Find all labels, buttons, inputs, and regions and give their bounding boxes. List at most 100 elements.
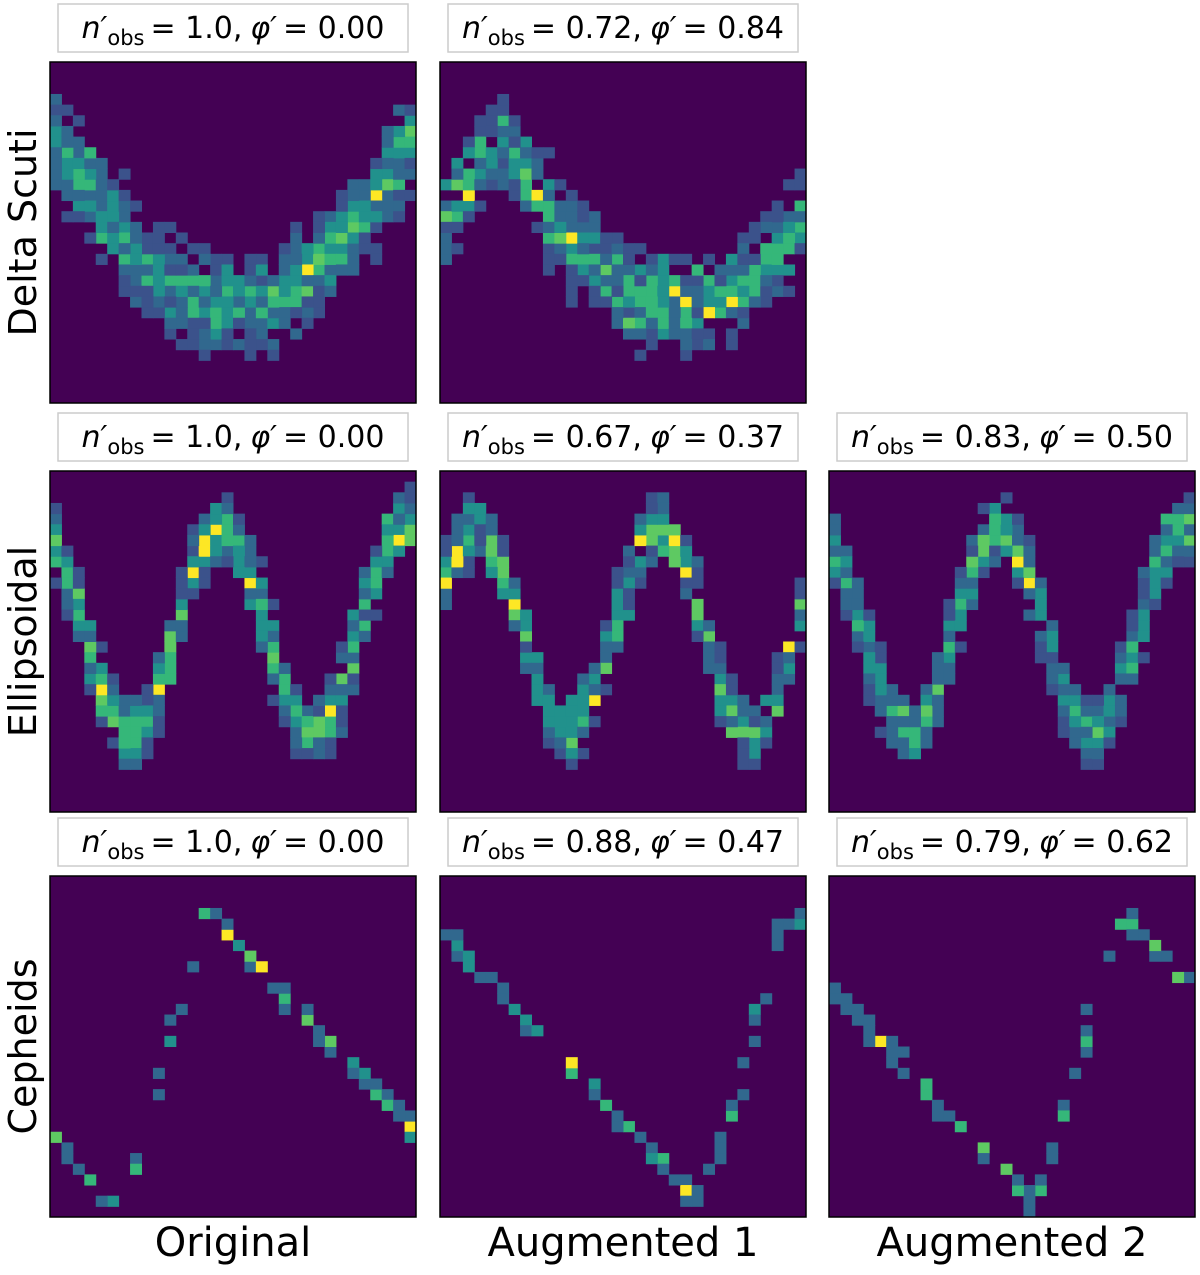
heatmap-cell [187, 264, 200, 276]
title-n: n′ [82, 11, 108, 46]
heatmap-cell [335, 211, 348, 223]
heatmap-cell [943, 609, 956, 621]
heatmap-cell [554, 737, 567, 749]
heatmap-cell [737, 253, 750, 265]
heatmap-cell [381, 168, 394, 180]
heatmap-cell [118, 285, 131, 297]
heatmap-cell [623, 556, 635, 568]
heatmap-cell [531, 168, 544, 180]
heatmap-cell [187, 556, 200, 568]
heatmap-cell [771, 918, 784, 930]
heatmap-cell [313, 748, 325, 760]
heatmap-cell [152, 243, 165, 255]
heatmap-cell [1137, 620, 1150, 632]
heatmap-cell [175, 253, 188, 265]
heatmap-cell [531, 157, 544, 170]
heatmap-cell [72, 620, 85, 632]
heatmap-cell [462, 524, 475, 536]
heatmap-cell [267, 652, 280, 664]
heatmap-cell [313, 253, 325, 265]
heatmap-cell [909, 716, 921, 728]
panel-title: n′obs = 1.0, φ′ = 0.00 [82, 420, 385, 459]
heatmap-cell [462, 566, 475, 579]
heatmap-cell [691, 328, 704, 340]
heatmap-cell [72, 200, 85, 212]
heatmap-cell [301, 307, 314, 319]
heatmap-cell [931, 1110, 944, 1122]
heatmap-cell [565, 264, 578, 276]
heatmap-cell [954, 609, 967, 621]
heatmap-cell [737, 296, 750, 308]
heatmap-cell [485, 115, 498, 127]
heatmap-cell [244, 598, 257, 611]
heatmap-cell [874, 641, 887, 653]
heatmap-cell [680, 534, 693, 547]
heatmap-cell [668, 307, 681, 319]
heatmap-cell [118, 221, 131, 233]
heatmap-cell [462, 492, 475, 504]
heatmap-cell [290, 684, 303, 696]
heatmap-cell [381, 566, 394, 579]
title-phi-value: = 0.00 [283, 420, 384, 455]
heatmap-cell [1103, 737, 1116, 749]
heatmap-cell [497, 566, 510, 579]
heatmap-cell [863, 609, 876, 621]
heatmap-cell [95, 253, 108, 265]
heatmap-cell [370, 221, 383, 233]
heatmap-cell [290, 253, 303, 265]
heatmap-cell [760, 694, 773, 706]
heatmap-cell [233, 339, 245, 351]
heatmap-cell [451, 243, 464, 255]
heatmap-cell [783, 211, 796, 223]
heatmap-cell [657, 524, 670, 536]
title-box [447, 3, 799, 53]
heatmap-cell [347, 243, 360, 255]
heatmap-cell [600, 641, 613, 653]
heatmap-cell [233, 307, 245, 319]
heatmap-cell [72, 211, 85, 223]
heatmap-cell [84, 232, 97, 244]
heatmap-cell [72, 179, 85, 191]
heatmap-cell [748, 737, 761, 749]
heatmap-cell [634, 556, 647, 568]
heatmap-cell [370, 1089, 383, 1101]
heatmap-cell [358, 211, 371, 223]
heatmap-cell [1137, 630, 1150, 642]
heatmap-cell [1034, 577, 1047, 589]
heatmap-cell [370, 556, 383, 568]
heatmap-cell [1160, 566, 1173, 579]
title-phi: φ′ [650, 825, 677, 860]
title-sub: obs [107, 840, 144, 864]
heatmap-cell [725, 253, 738, 265]
heatmap-cell [851, 1003, 864, 1016]
heatmap-cell [737, 1057, 750, 1069]
heatmap-cell [164, 652, 177, 664]
heatmap-cell [485, 545, 498, 557]
heatmap-cell [623, 577, 635, 589]
heatmap-cell [542, 147, 555, 159]
heatmap-cell [358, 243, 371, 255]
heatmap-cell [50, 157, 62, 170]
heatmap-cell [210, 264, 223, 276]
heatmap-cell [554, 253, 567, 265]
title-box [836, 817, 1188, 867]
heatmap-cell [1057, 673, 1070, 685]
heatmap-cell [130, 275, 142, 287]
heatmap-cell [691, 275, 704, 287]
heatmap-cell [462, 200, 475, 212]
heatmap-cell [508, 620, 521, 632]
heatmap-cell [152, 285, 165, 297]
heatmap-cell [198, 296, 211, 308]
heatmap-cell [118, 211, 131, 223]
heatmap-cell [1103, 705, 1116, 717]
heatmap-cell [1160, 950, 1173, 962]
heatmap-cell [909, 726, 921, 738]
heatmap-cell [542, 684, 555, 696]
heatmap-cell [954, 598, 967, 611]
heatmap-cell [440, 253, 452, 265]
heatmap-cell [301, 737, 314, 749]
heatmap-cell [84, 200, 97, 212]
heatmap-cell [977, 524, 990, 536]
heatmap-cell [508, 168, 521, 180]
heatmap-cell [1080, 726, 1093, 738]
